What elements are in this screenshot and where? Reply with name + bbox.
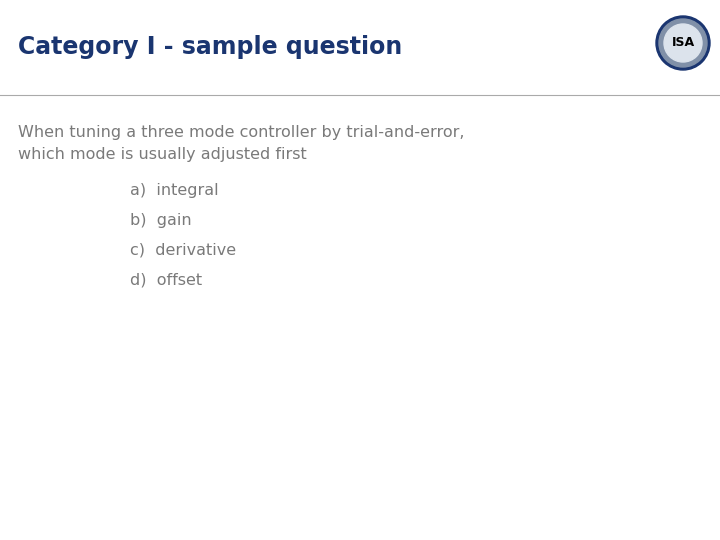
Text: d)  offset: d) offset bbox=[130, 273, 202, 287]
Circle shape bbox=[656, 16, 710, 70]
Text: ISA: ISA bbox=[672, 37, 695, 50]
Circle shape bbox=[659, 19, 707, 67]
Text: a)  integral: a) integral bbox=[130, 183, 219, 198]
Text: Category I - sample question: Category I - sample question bbox=[18, 35, 402, 59]
Text: b)  gain: b) gain bbox=[130, 213, 192, 227]
Text: which mode is usually adjusted first: which mode is usually adjusted first bbox=[18, 146, 307, 161]
Text: When tuning a three mode controller by trial-and-error,: When tuning a three mode controller by t… bbox=[18, 125, 464, 139]
Circle shape bbox=[664, 24, 702, 62]
Text: c)  derivative: c) derivative bbox=[130, 242, 236, 258]
